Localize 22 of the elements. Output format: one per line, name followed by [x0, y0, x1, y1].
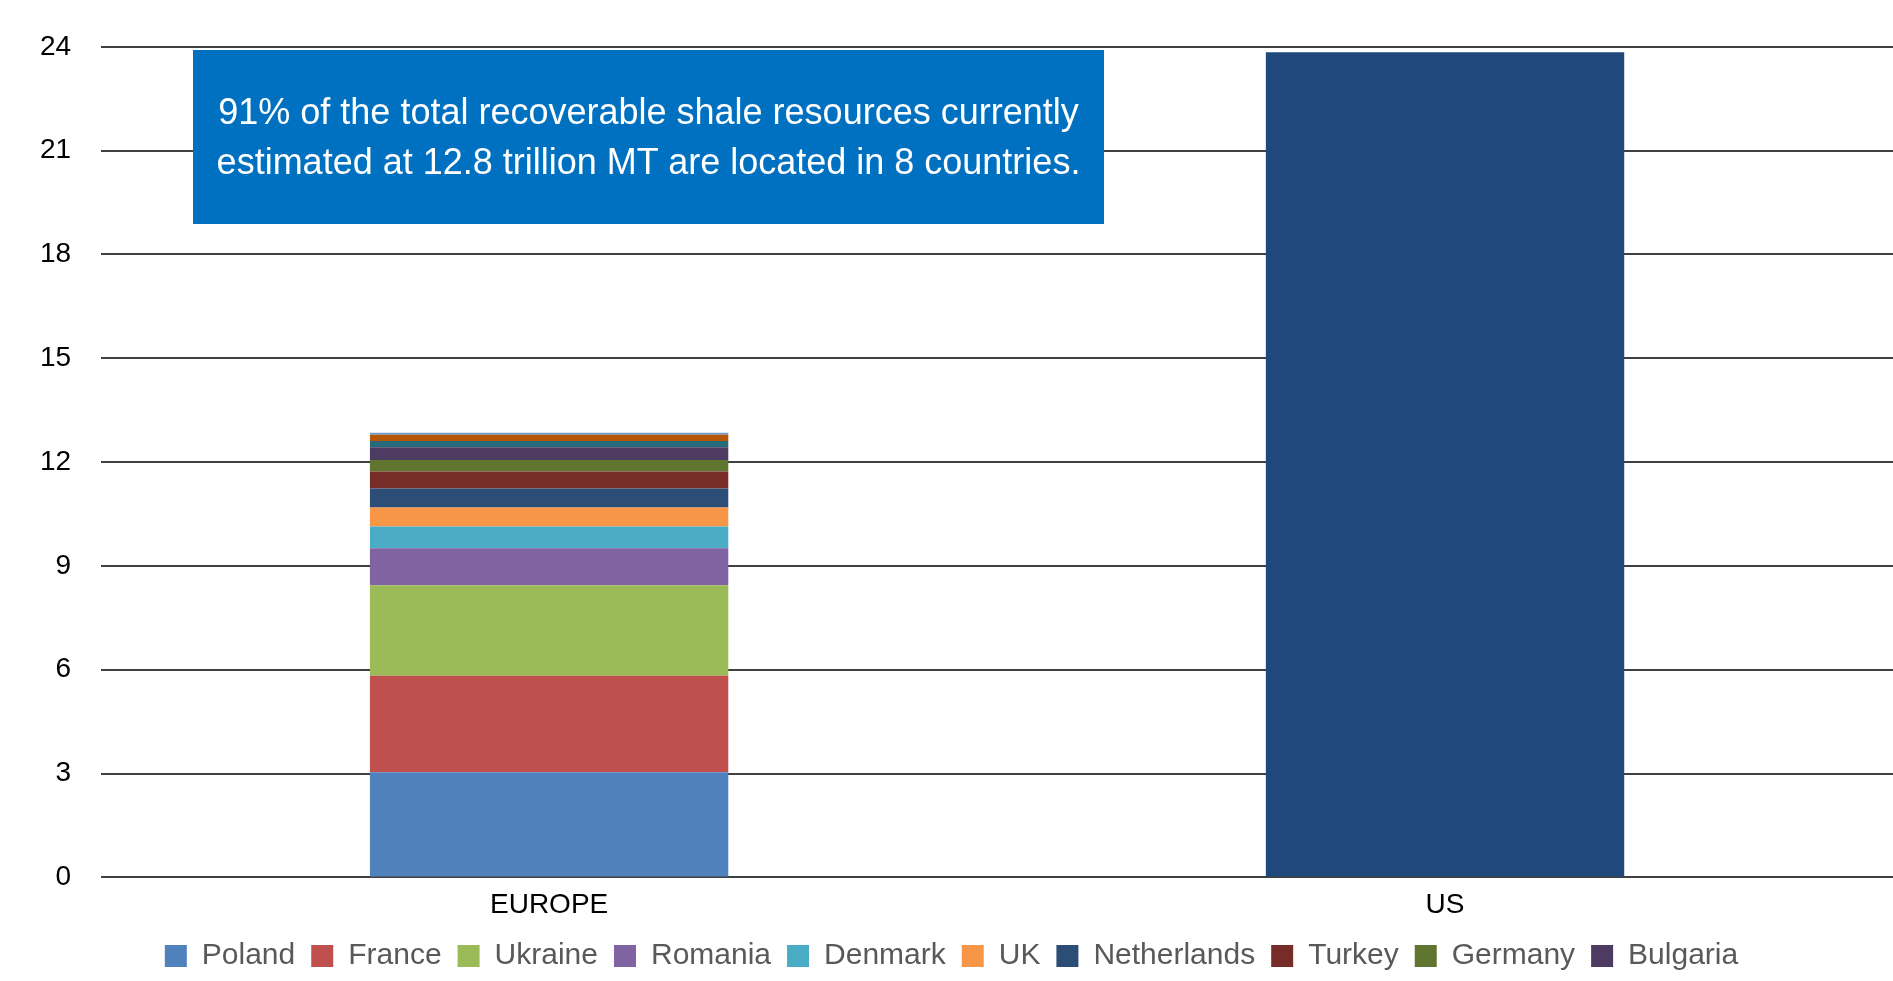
legend-label: Poland: [201, 937, 296, 971]
legend-label: Netherlands: [1093, 937, 1256, 971]
y-tick-label: 21: [39, 133, 72, 165]
y-tick-label: 18: [39, 237, 72, 269]
y-tick-label: 6: [55, 652, 72, 684]
y-tick-label: 0: [55, 860, 72, 892]
legend-label: France: [348, 937, 442, 971]
legend-label: Ukraine: [494, 937, 598, 971]
annotation: 91% of the total recoverable shale resources currently estimated at 12.8 trillion MT are located in 8 countries.: [193, 50, 1104, 224]
legend-label: Bulgaria: [1628, 937, 1739, 971]
y-tick-label: 9: [55, 548, 72, 580]
y-tick-label: 12: [39, 444, 72, 476]
y-tick-label: 24: [39, 29, 72, 61]
y-tick-label: 15: [39, 340, 72, 372]
y-tick-label: 3: [55, 756, 72, 788]
legend-label: Denmark: [824, 937, 947, 971]
x-tick-label: EUROPE: [489, 887, 609, 919]
x-tick-label: US: [1425, 887, 1465, 919]
legend-label: Turkey: [1308, 937, 1399, 971]
legend-label: UK: [998, 937, 1041, 971]
legend-label: Germany: [1451, 937, 1576, 971]
legend-label: Romania: [650, 937, 772, 971]
